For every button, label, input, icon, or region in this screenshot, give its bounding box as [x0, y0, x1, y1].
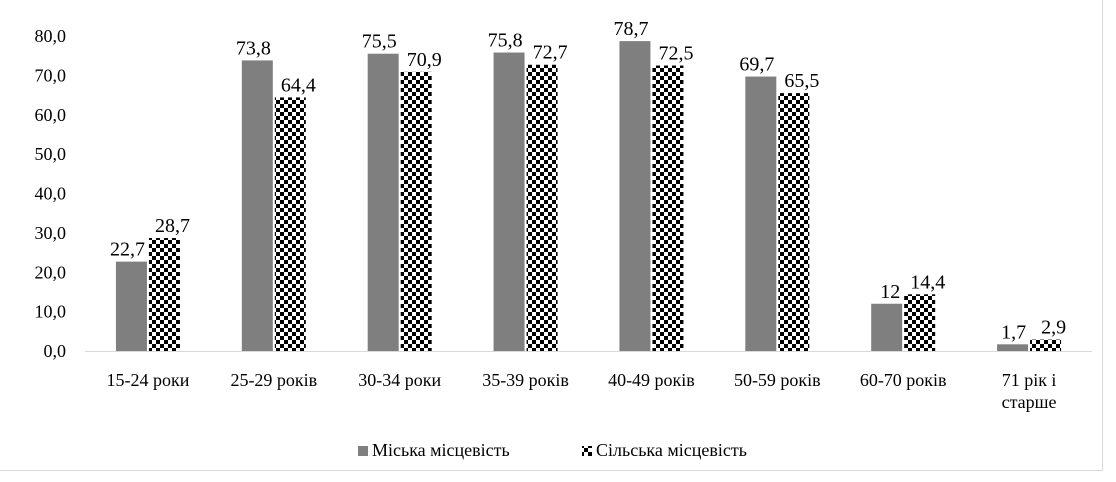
data-label-rural: 70,9	[407, 49, 442, 71]
data-label-rural: 65,5	[784, 70, 819, 92]
x-category-label: 35-39 років	[482, 370, 569, 390]
bar-urban	[871, 303, 903, 351]
y-tick-label: 70,0	[35, 65, 67, 85]
x-category-label: 30-34 роки	[358, 370, 441, 390]
data-label-rural: 2,9	[1041, 317, 1066, 339]
data-label-urban: 75,8	[488, 30, 523, 52]
x-axis: 15-24 роки 25-29 років 30-34 роки 35-39 рок…	[85, 351, 1092, 412]
legend-label-rural: Сільська місцевість	[596, 440, 747, 460]
legend: Міська місцевість Сільська місцевість	[358, 440, 747, 460]
bar-rural	[652, 65, 684, 351]
bar-rural	[148, 237, 180, 351]
bar-urban	[367, 53, 399, 351]
y-tick-label: 10,0	[35, 302, 67, 322]
y-tick-label: 20,0	[35, 262, 67, 282]
bar-rural	[1030, 339, 1062, 351]
bar-rural	[904, 294, 936, 351]
bars	[115, 41, 1062, 352]
x-category-label: 50-59 років	[734, 370, 821, 390]
y-tick-label: 0,0	[44, 341, 67, 361]
y-tick-label: 30,0	[35, 223, 67, 243]
bar-rural	[400, 71, 432, 352]
data-label-urban: 75,5	[362, 31, 397, 53]
data-labels: 22,7 73,8 75,5 75,8 78,7 69,7 12 1,7 28,7 64,4 70,…	[110, 18, 1066, 343]
y-tick-label: 50,0	[35, 144, 67, 164]
x-category-label: 15-24 роки	[107, 370, 190, 390]
data-label-urban: 69,7	[739, 54, 774, 76]
data-label-rural: 28,7	[155, 215, 190, 237]
data-label-urban: 78,7	[613, 18, 648, 40]
data-label-rural: 14,4	[910, 271, 945, 293]
legend-swatch-urban	[358, 446, 368, 456]
x-category-label: 60-70 років	[860, 370, 947, 390]
data-label-urban: 73,8	[236, 37, 271, 59]
chart-frame: 0,0 10,0 20,0 30,0 40,0 50,0 60,0 70,0 80,0 22,7…	[0, 0, 1103, 471]
bar-urban	[619, 41, 651, 352]
bar-urban	[745, 76, 777, 352]
y-tick-label: 40,0	[35, 184, 67, 204]
bar-urban	[997, 344, 1029, 351]
legend-label-urban: Міська місцевість	[372, 440, 510, 460]
bar-rural	[778, 93, 810, 351]
x-category-label: 25-29 років	[230, 370, 317, 390]
data-label-urban: 1,7	[1001, 321, 1026, 343]
data-label-rural: 64,4	[281, 74, 316, 96]
bar-urban	[493, 52, 525, 351]
bar-urban	[241, 60, 273, 351]
x-category-label: старше	[1002, 392, 1057, 412]
y-tick-label: 80,0	[35, 26, 67, 46]
data-label-rural: 72,5	[658, 43, 693, 65]
x-category-label: 71 рік і	[1002, 370, 1057, 390]
y-tick-label: 60,0	[35, 105, 67, 125]
bar-urban	[115, 261, 147, 351]
data-label-urban: 12	[880, 281, 900, 303]
y-axis: 0,0 10,0 20,0 30,0 40,0 50,0 60,0 70,0 80,0	[35, 26, 67, 361]
bar-rural	[274, 97, 306, 351]
x-category-label: 40-49 років	[608, 370, 695, 390]
bar-rural	[526, 64, 558, 352]
data-label-urban: 22,7	[110, 239, 145, 261]
data-label-rural: 72,7	[533, 42, 568, 64]
bar-chart: 0,0 10,0 20,0 30,0 40,0 50,0 60,0 70,0 80,0 22,7…	[35, 18, 1092, 460]
legend-swatch-rural	[582, 446, 592, 456]
